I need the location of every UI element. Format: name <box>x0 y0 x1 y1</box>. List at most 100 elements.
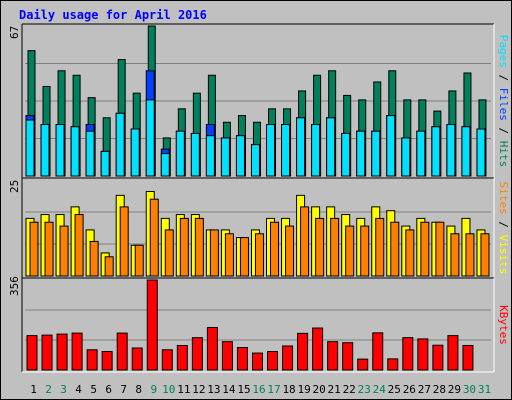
pages-bar <box>386 115 396 177</box>
x-tick-label: 17 <box>267 383 280 396</box>
pages-bar <box>205 135 215 177</box>
sites-bar <box>194 217 204 277</box>
sites-bar <box>375 217 385 277</box>
x-axis-day-labels: 1 2 3 4 5 6 7 8 9 10 11 12 13 14 15 16 17 18 19 20 21 22 23 24 2… <box>30 383 491 396</box>
x-tick-label: 9 <box>150 383 157 396</box>
sites-bar <box>465 233 475 277</box>
sites-bar <box>59 225 69 277</box>
x-tick-label: 13 <box>207 383 220 396</box>
pages-bar <box>220 137 230 177</box>
sites-bar <box>209 229 219 277</box>
kbytes-bar <box>116 332 128 371</box>
hits-panel-axis-label-part: Files <box>497 88 510 121</box>
hits-panel-axis-label-part: Hits <box>497 141 510 168</box>
kbytes-bar <box>146 279 158 371</box>
x-tick-label: 21 <box>328 383 341 396</box>
kbytes-bar <box>236 347 248 371</box>
kbytes-bar <box>447 335 459 371</box>
pages-bar <box>266 124 276 177</box>
pages-bar <box>85 130 95 177</box>
pages-bar <box>296 117 306 177</box>
kbytes-bar <box>357 358 369 371</box>
kbytes-panel: 356 KBytes <box>8 276 510 373</box>
sites-bar <box>254 233 264 277</box>
pages-bar <box>145 99 155 177</box>
x-tick-label: 22 <box>343 383 356 396</box>
x-tick-label: 19 <box>297 383 310 396</box>
sites-bar <box>239 237 249 277</box>
pages-bar <box>190 132 200 177</box>
chart-title: Daily usage for April 2016 <box>19 8 207 22</box>
x-tick-label: 11 <box>177 383 190 396</box>
pages-bar <box>70 126 80 177</box>
sites-bar <box>480 233 490 277</box>
sites-bar <box>104 256 114 277</box>
pages-bar <box>235 135 245 177</box>
kbytes-bar <box>161 349 173 371</box>
x-tick-label: 5 <box>90 383 97 396</box>
sites-bar <box>134 244 144 277</box>
pages-bar <box>250 144 260 177</box>
kbytes-bar <box>417 338 429 371</box>
kbytes-bar <box>297 332 309 371</box>
visits-panel-axis-label-part: Visits <box>497 235 510 275</box>
pages-bar <box>446 124 456 177</box>
kbytes-bar <box>282 345 294 371</box>
sites-bar <box>315 217 325 277</box>
hits-panel: 67 Pages / Files / Hits <box>8 23 510 179</box>
sites-bar <box>300 206 310 277</box>
pages-bar <box>25 119 35 177</box>
sites-bar <box>360 225 370 277</box>
sites-bar <box>164 229 174 277</box>
sites-bar <box>29 221 39 277</box>
x-tick-label: 23 <box>358 383 371 396</box>
kbytes-bar <box>267 351 279 371</box>
pages-bar <box>281 124 291 177</box>
pages-bar <box>476 128 486 177</box>
sites-bar <box>270 221 280 277</box>
x-tick-label: 14 <box>222 383 236 396</box>
x-tick-label: 28 <box>433 383 446 396</box>
sites-bar <box>149 198 159 277</box>
kbytes-bar <box>86 349 98 371</box>
pages-bar <box>401 137 411 177</box>
sites-bar <box>405 229 415 277</box>
kbytes-bar <box>387 358 399 371</box>
pages-bar <box>55 124 65 177</box>
kbytes-bar <box>176 344 188 371</box>
sites-bar <box>450 233 460 277</box>
sites-bar <box>390 221 400 277</box>
x-tick-label: 16 <box>252 383 265 396</box>
x-tick-label: 26 <box>403 383 416 396</box>
visits-panel: 25 Sites / Visits <box>8 177 510 279</box>
hits-panel-ymax-label: 67 <box>8 26 21 39</box>
kbytes-bar <box>432 344 444 371</box>
kbytes-bar <box>71 332 83 371</box>
x-tick-label: 3 <box>60 383 67 396</box>
kbytes-bar <box>56 333 68 371</box>
x-tick-label: 24 <box>373 383 387 396</box>
pages-bar <box>160 153 170 177</box>
kbytes-bar <box>191 337 203 371</box>
pages-bar <box>130 128 140 177</box>
kbytes-bar <box>41 334 53 371</box>
pages-bar <box>431 126 441 177</box>
sites-bar <box>44 221 54 277</box>
x-tick-label: 12 <box>192 383 205 396</box>
pages-bar <box>175 130 185 177</box>
x-tick-label: 4 <box>75 383 82 396</box>
x-tick-label: 31 <box>478 383 491 396</box>
kbytes-bar <box>221 341 233 371</box>
kbytes-bar <box>342 342 354 371</box>
x-tick-label: 27 <box>418 383 431 396</box>
kbytes-bar <box>327 341 339 371</box>
x-tick-label: 18 <box>282 383 295 396</box>
sites-bar <box>435 221 445 277</box>
pages-bar <box>326 117 336 177</box>
sites-bar <box>119 206 129 277</box>
pages-bar <box>40 124 50 177</box>
x-tick-label: 1 <box>30 383 37 396</box>
x-tick-label: 10 <box>162 383 175 396</box>
pages-bar <box>115 112 125 177</box>
x-tick-label: 20 <box>313 383 326 396</box>
